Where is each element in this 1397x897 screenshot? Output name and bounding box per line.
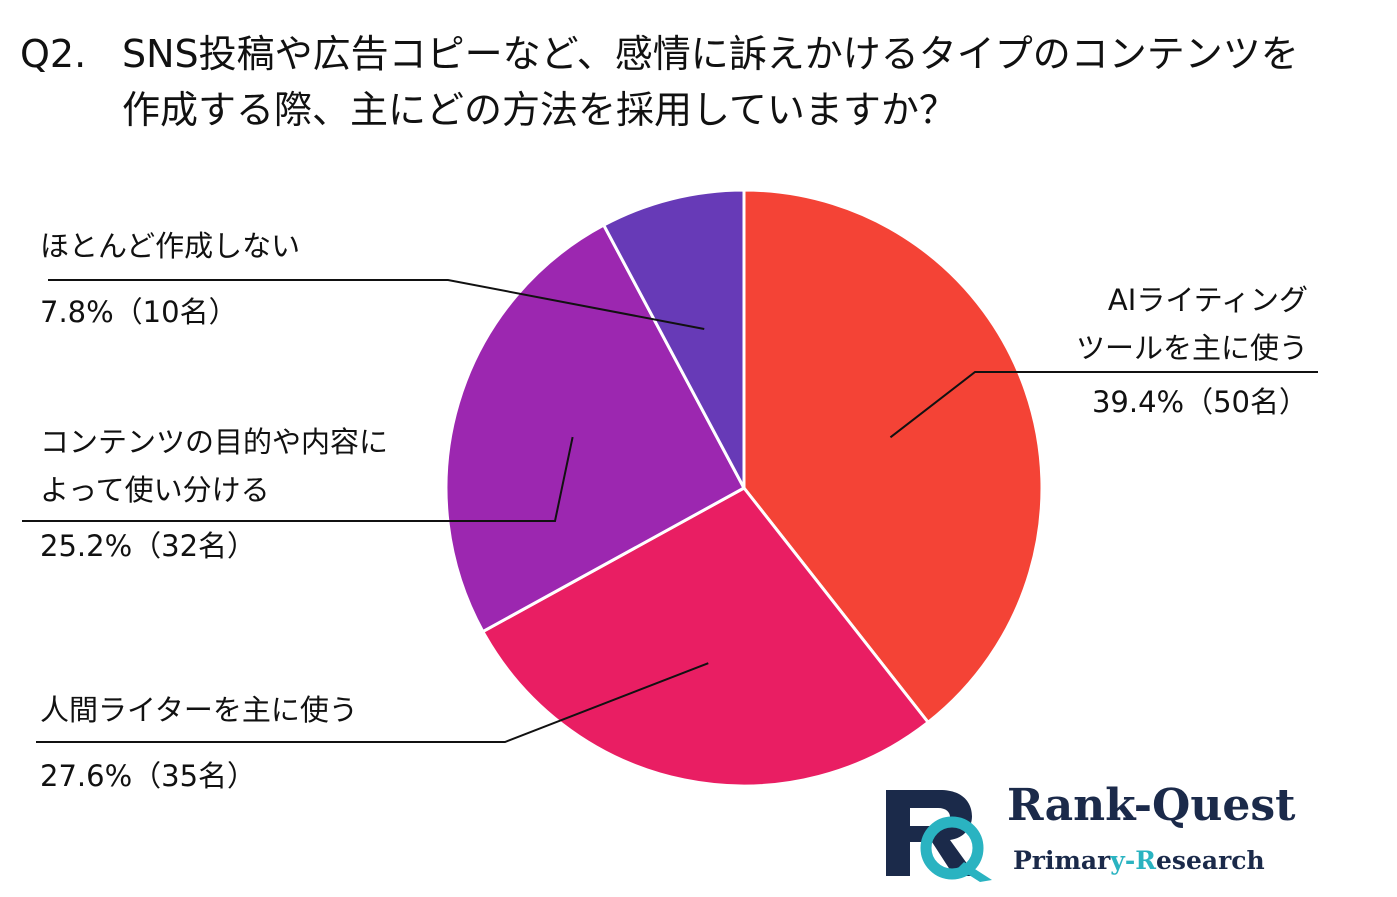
pie-slice-0 [742,188,1044,725]
pie-slice-1 [480,486,931,788]
brand-subtitle-part-2: esearch [1155,846,1265,875]
leader-line-0 [889,371,1318,439]
chart-title: Q2. SNS投稿や広告コピーなど、感情に訴えかけるタイプのコンテンツを 作成する… [20,26,1380,138]
leader-line-1 [36,662,709,743]
title-line-2: 作成する際、主にどの方法を採用していますか？ [122,88,957,132]
pie-slices [444,188,1044,788]
slice-value-0: 39.4%（50名） [1092,385,1308,419]
slice-label-3-line-0: ほとんど作成しない [40,229,300,263]
slice-label-2-line-0: コンテンツの目的や内容に [40,425,388,459]
slice-value-3: 7.8%（10名） [40,295,238,329]
rq-monogram-icon [886,790,992,882]
brand-name: Rank-Quest [1007,780,1296,831]
slice-label-2-line-1: よって使い分ける [40,473,270,507]
slice-label-1-line-0: 人間ライターを主に使う [40,693,358,727]
brand-subtitle: Primary-Research [1013,846,1265,875]
slice-label-0-line-1: ツールを主に使う [1076,331,1308,365]
leader-line-2 [22,436,574,522]
slice-value-1: 27.6%（35名） [40,759,256,793]
title-line-1: SNS投稿や広告コピーなど、感情に訴えかけるタイプのコンテンツを [122,32,1299,76]
brand-subtitle-part-1: Primar [1013,846,1111,875]
slice-label-0-line-0: AIライティング [1108,283,1308,317]
leader-line-3 [48,279,705,330]
rank-quest-logo: Rank-Quest Primary-Research [880,780,1320,884]
slice-value-2: 25.2%（32名） [40,529,256,563]
pie-slice-3 [601,188,746,489]
question-number: Q2. [20,32,87,76]
leader-lines [22,279,1318,743]
brand-subtitle-accent: y-R [1110,846,1156,875]
pie-slice-2 [444,223,747,634]
